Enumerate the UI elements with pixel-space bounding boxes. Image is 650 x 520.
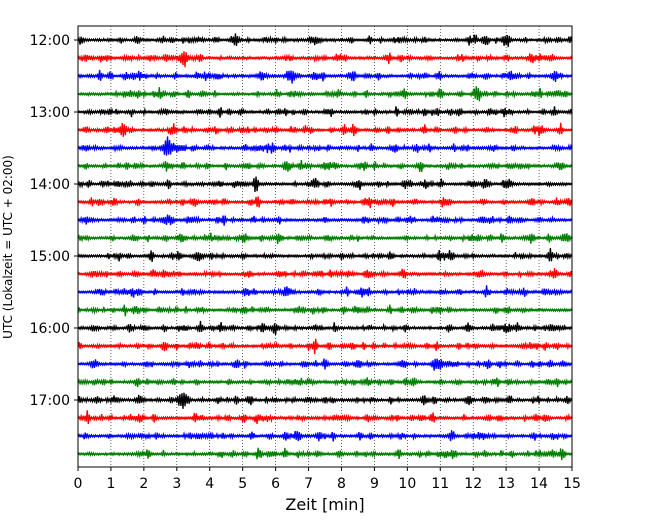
x-tick-label: 9 <box>370 476 379 492</box>
seismic-trace <box>77 247 573 263</box>
seismic-traces <box>77 33 573 461</box>
x-tick-label: 5 <box>238 476 247 492</box>
y-tick-label: 14:00 <box>30 177 70 193</box>
x-axis-label: Zeit [min] <box>285 495 364 514</box>
x-tick-label: 7 <box>304 476 313 492</box>
x-tick-label: 8 <box>337 476 346 492</box>
seismic-trace <box>77 268 573 279</box>
x-tick-label: 3 <box>172 476 181 492</box>
x-tick-label: 15 <box>563 476 581 492</box>
seismic-trace <box>77 304 573 317</box>
seismic-trace <box>77 214 573 226</box>
seismic-trace <box>77 136 573 156</box>
x-tick-label: 1 <box>106 476 115 492</box>
plot-frame <box>77 25 573 468</box>
seismic-trace <box>77 392 573 409</box>
x-tick-label: 12 <box>464 476 482 492</box>
x-tick-label: 4 <box>205 476 214 492</box>
x-tick-label: 11 <box>431 476 449 492</box>
seismic-trace <box>77 430 573 442</box>
x-tick-label: 10 <box>398 476 416 492</box>
y-tick-label: 13:00 <box>30 105 70 121</box>
x-axis-ticks: 0 1 2 3 4 5 6 7 8 9 10 11 12 13 14 15 <box>74 467 581 492</box>
seismic-trace <box>77 232 573 245</box>
seismic-trace <box>77 338 573 354</box>
seismic-trace <box>77 69 573 84</box>
y-tick-label: 17:00 <box>30 393 70 409</box>
y-tick-label: 15:00 <box>30 249 70 265</box>
x-tick-label: 14 <box>530 476 548 492</box>
x-tick-label: 13 <box>497 476 515 492</box>
seismic-trace <box>77 51 573 68</box>
y-tick-label: 12:00 <box>30 33 70 49</box>
seismic-trace <box>77 176 573 193</box>
x-tick-label: 0 <box>74 476 83 492</box>
x-tick-label: 6 <box>271 476 280 492</box>
y-axis-ticks: 12:00 13:00 14:00 15:00 16:00 17:00 <box>30 33 78 409</box>
y-axis-label: UTC (Lokalzeit = UTC + 02:00) <box>1 155 15 339</box>
x-tick-label: 2 <box>139 476 148 492</box>
seismic-trace <box>77 86 573 102</box>
seismic-trace <box>77 106 573 118</box>
y-tick-label: 16:00 <box>30 321 70 337</box>
